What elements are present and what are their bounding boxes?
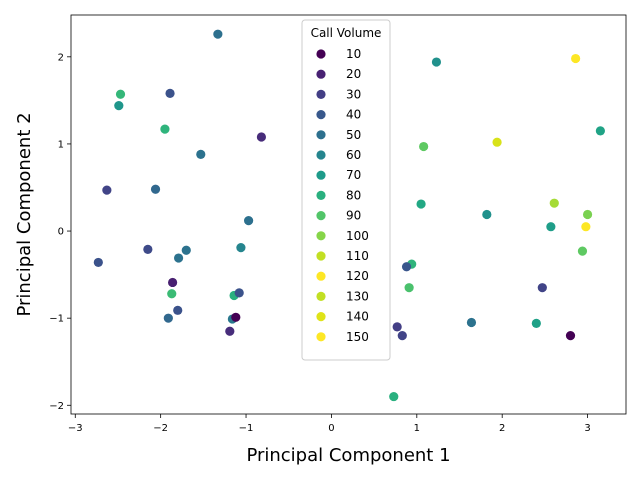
- legend-marker: [316, 211, 326, 221]
- data-point: [160, 124, 170, 134]
- x-tick-label: 0: [328, 423, 334, 434]
- data-point: [256, 132, 267, 142]
- data-point: [466, 317, 477, 328]
- legend-label: 80: [346, 188, 361, 202]
- data-point: [531, 318, 541, 328]
- legend-marker: [316, 231, 326, 241]
- legend-label: 60: [346, 148, 361, 162]
- legend-marker: [316, 89, 326, 99]
- data-point: [595, 126, 605, 136]
- data-point: [397, 330, 407, 341]
- legend-label: 50: [346, 128, 361, 142]
- legend-label: 150: [346, 330, 369, 344]
- data-point: [168, 277, 178, 288]
- y-tick-label: 0: [58, 227, 64, 238]
- data-point: [577, 246, 588, 256]
- data-point: [404, 283, 414, 293]
- legend-marker: [316, 312, 326, 322]
- data-point: [537, 283, 547, 293]
- data-point: [419, 141, 429, 152]
- data-point: [173, 253, 184, 263]
- legend-marker: [316, 110, 326, 120]
- data-point: [236, 243, 246, 253]
- data-point: [163, 313, 173, 323]
- data-point: [150, 184, 161, 194]
- legend-marker: [316, 69, 326, 79]
- legend-label: 130: [346, 289, 369, 303]
- legend-marker: [316, 271, 326, 281]
- legend-marker: [316, 251, 326, 261]
- legend-label: 120: [346, 269, 369, 283]
- legend-marker: [316, 49, 326, 59]
- x-tick-label: 3: [584, 423, 590, 434]
- legend: Call Volume 1020304050607080901001101201…: [301, 19, 391, 361]
- data-point: [115, 89, 126, 99]
- legend-label: 140: [346, 310, 369, 324]
- data-point: [143, 244, 153, 254]
- legend-label: 100: [346, 229, 369, 243]
- data-point: [492, 137, 502, 147]
- data-point: [401, 262, 412, 272]
- y-axis-label: Principal Component 2: [14, 112, 35, 316]
- legend-marker: [316, 332, 326, 342]
- data-point: [244, 215, 254, 226]
- legend-label: 10: [346, 47, 361, 61]
- y-axis-ticks: −2 −1 0 1 2: [49, 52, 71, 412]
- data-point: [173, 305, 183, 315]
- legend-label: 70: [346, 168, 361, 182]
- y-tick-label: −2: [49, 401, 64, 412]
- legend-marker: [316, 170, 326, 180]
- data-point: [167, 289, 177, 299]
- data-point: [482, 209, 492, 220]
- legend-marker: [316, 150, 326, 160]
- y-tick-label: −1: [49, 314, 64, 325]
- x-tick-label: −1: [239, 423, 254, 434]
- data-point: [231, 312, 241, 322]
- data-point: [114, 101, 124, 111]
- legend-marker: [316, 190, 326, 200]
- data-point: [389, 391, 399, 402]
- x-tick-label: 1: [414, 423, 420, 434]
- plot-area-frame: [70, 14, 627, 415]
- legend-marker: [316, 291, 326, 301]
- data-point: [581, 222, 591, 232]
- legend-label: 20: [346, 67, 361, 81]
- data-point: [431, 57, 442, 67]
- data-point: [181, 245, 191, 255]
- data-point: [546, 222, 556, 232]
- data-point: [565, 330, 576, 341]
- x-axis-ticks: −3 −2 −1 0 1 2 3: [68, 414, 591, 434]
- points-layer: [93, 29, 605, 402]
- data-point: [213, 29, 223, 39]
- data-point: [93, 257, 103, 268]
- data-point: [549, 198, 559, 208]
- data-point: [234, 288, 244, 298]
- x-tick-label: 2: [499, 423, 505, 434]
- legend-label: 40: [346, 108, 361, 122]
- legend-label: 90: [346, 209, 361, 223]
- legend-marker: [316, 130, 326, 140]
- x-tick-label: −2: [153, 423, 168, 434]
- data-point: [416, 199, 426, 209]
- legend-label: 30: [346, 87, 361, 101]
- legend-items: 10 20 30 40 50 60 70 80 90 100 110 120 130 140 150: [316, 47, 369, 344]
- y-tick-label: 2: [58, 52, 64, 63]
- legend-title: Call Volume: [311, 26, 382, 40]
- data-point: [571, 53, 581, 64]
- y-tick-label: 1: [58, 139, 64, 150]
- data-point: [196, 149, 206, 159]
- data-point: [392, 322, 402, 332]
- legend-label: 110: [346, 249, 369, 263]
- x-tick-label: −3: [68, 423, 83, 434]
- x-axis-label: Principal Component 1: [246, 445, 450, 466]
- data-point: [102, 185, 112, 195]
- data-point: [582, 209, 593, 220]
- data-point: [225, 326, 235, 336]
- data-point: [165, 88, 175, 99]
